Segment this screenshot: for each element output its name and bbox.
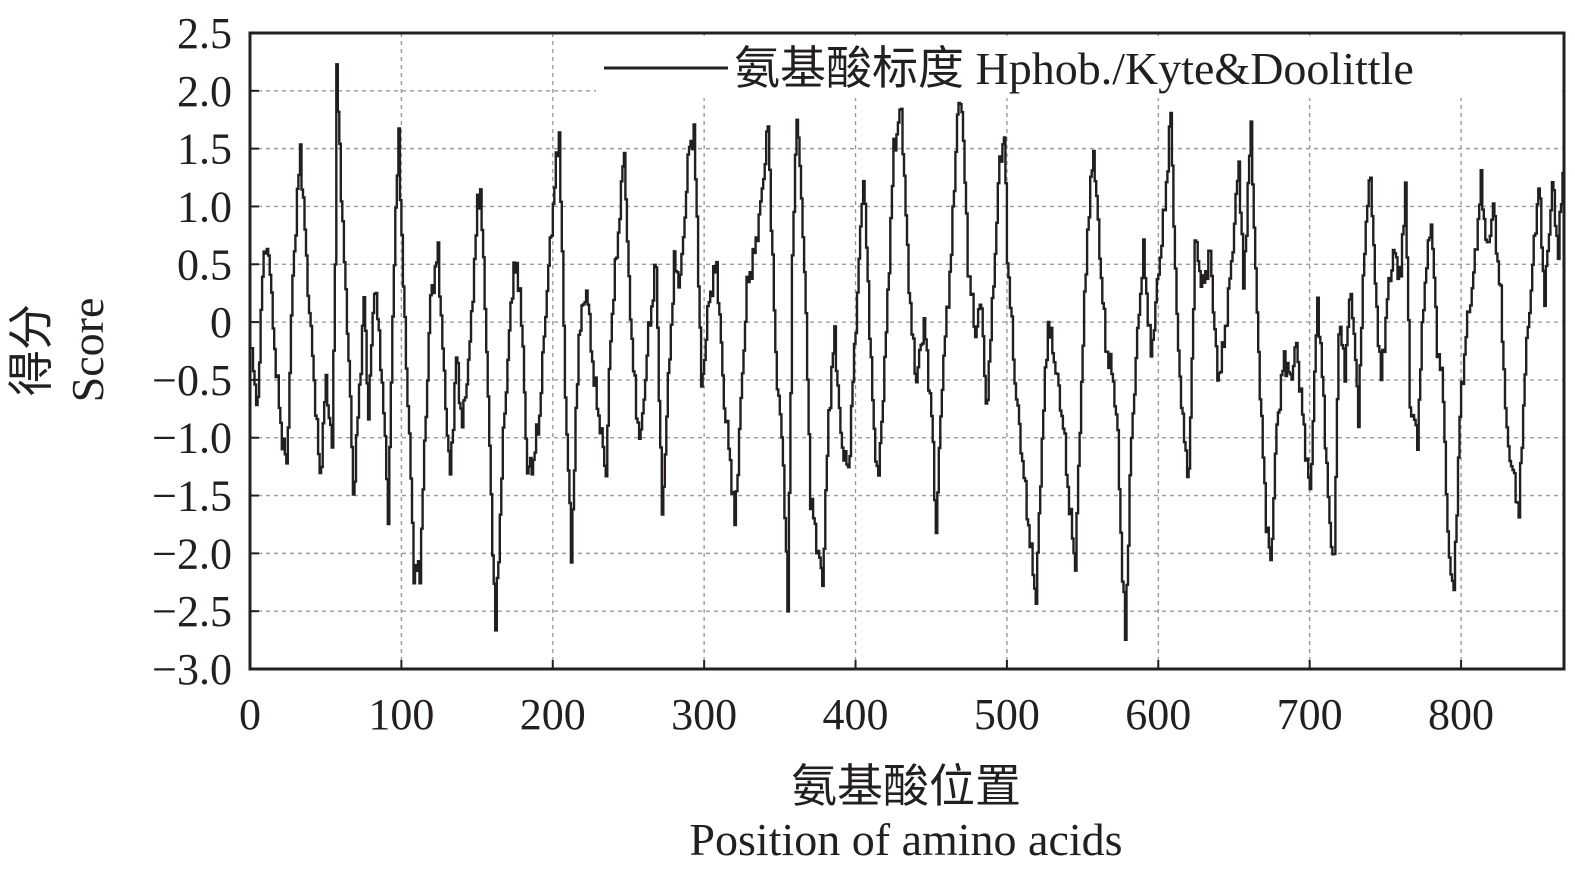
y-tick-label: 1.0 — [177, 182, 232, 231]
x-tick-label: 100 — [368, 690, 434, 739]
legend-label: 氨基酸标度 Hphob./Kyte&Doolittle — [734, 43, 1414, 94]
x-tick-label: 0 — [239, 690, 261, 739]
y-tick-label: −0.5 — [152, 356, 232, 405]
y-tick-labels: 2.5 2.0 1.5 1.0 0.5 0 −0.5 −1.0 −1.5 −2.0 −2.5 −3.0 — [152, 9, 232, 694]
y-tick-label: −2.5 — [152, 587, 232, 636]
y-tick-label: −1.5 — [152, 472, 232, 521]
y-tick-label: −3.0 — [152, 645, 232, 694]
legend-background — [596, 36, 1558, 98]
y-tick-label: −2.0 — [152, 529, 232, 578]
x-tick-label: 400 — [823, 690, 889, 739]
series-line — [251, 63, 1564, 641]
x-tick-label: 300 — [671, 690, 737, 739]
x-tick-label: 500 — [974, 690, 1040, 739]
y-tick-label: −1.0 — [152, 414, 232, 463]
y-axis-title-en: Score — [62, 298, 113, 403]
y-tick-label: 0.5 — [177, 240, 232, 289]
x-tick-label: 800 — [1428, 690, 1494, 739]
plot-frame — [248, 31, 1566, 671]
y-tick-label: 0 — [210, 298, 232, 347]
grid-lines — [250, 33, 1564, 669]
y-axis-title-cn: 得分 — [6, 304, 57, 396]
y-tick-label: 1.5 — [177, 125, 232, 174]
x-axis-title-cn: 氨基酸位置 — [791, 761, 1021, 812]
x-tick-labels: 0 100 200 300 400 500 600 700 800 — [239, 690, 1494, 739]
y-tick-label: 2.0 — [177, 67, 232, 116]
legend: 氨基酸标度 Hphob./Kyte&Doolittle — [596, 36, 1558, 98]
axis-ticks — [249, 32, 1463, 670]
x-tick-label: 700 — [1277, 690, 1343, 739]
x-axis-title-en: Position of amino acids — [689, 814, 1122, 865]
x-tick-label: 600 — [1125, 690, 1191, 739]
y-tick-label: 2.5 — [177, 9, 232, 58]
x-tick-label: 200 — [520, 690, 586, 739]
